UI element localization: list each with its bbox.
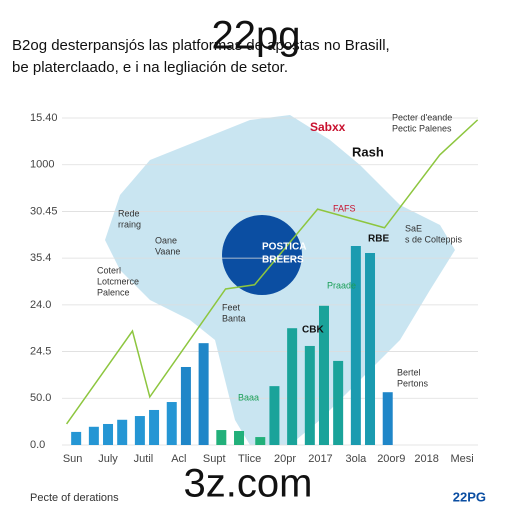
annotation: Palence — [97, 287, 130, 297]
bar — [269, 386, 280, 445]
x-tick-label: Acl — [171, 453, 186, 465]
x-tick-label: July — [98, 453, 118, 465]
annotation: CBK — [302, 325, 324, 336]
trend-line — [65, 119, 479, 425]
bar — [318, 305, 329, 445]
annotation: rraing — [118, 219, 141, 229]
bar — [304, 345, 315, 445]
annotation: Rede — [118, 208, 140, 218]
watermark: 22pg — [212, 14, 301, 58]
bar — [365, 253, 376, 445]
annotation: BREERS — [262, 255, 304, 266]
y-tick-label: 50.0 — [30, 392, 51, 404]
bar — [350, 245, 361, 445]
bar — [103, 423, 114, 445]
chart-title: B2og desterpansjós las platformas de apo… — [12, 37, 390, 54]
x-tick-label: 3ola — [345, 453, 367, 465]
x-tick-label: Supt — [203, 453, 226, 465]
annotation: RBE — [368, 234, 389, 245]
x-tick-label: 20or9 — [377, 453, 405, 465]
x-tick-label: 20pr — [274, 453, 296, 465]
map-badge — [222, 215, 302, 295]
annotation: SaE — [405, 223, 422, 233]
annotation: s de Colteppis — [405, 234, 463, 244]
footer: Pecte of derations — [30, 492, 119, 504]
x-tick-label: Jutil — [134, 453, 154, 465]
bar — [234, 430, 245, 445]
bar — [382, 392, 393, 445]
bar — [333, 360, 344, 445]
y-tick-label: 24.5 — [30, 345, 51, 357]
x-tick-label: 2017 — [308, 453, 332, 465]
annotation: Praade — [327, 280, 356, 290]
bar — [198, 343, 209, 445]
annotation: Oane — [155, 235, 177, 245]
annotation: Pecter d'eande — [392, 112, 452, 122]
bar — [216, 430, 227, 445]
y-tick-label: 24.0 — [30, 299, 51, 311]
watermark: 3z.com — [184, 462, 313, 506]
bar — [287, 328, 298, 445]
bar — [180, 366, 191, 445]
annotation: Banta — [222, 313, 246, 323]
bar — [149, 409, 160, 445]
x-tick-label: Tlice — [238, 453, 261, 465]
bar — [117, 419, 128, 445]
bar — [166, 402, 177, 445]
x-tick-label: 2018 — [414, 453, 438, 465]
bar — [134, 416, 145, 445]
bar — [255, 437, 266, 445]
annotation: Bertel — [397, 367, 421, 377]
x-tick-label: Sun — [63, 453, 83, 465]
x-tick-label: Mesi — [450, 453, 473, 465]
annotation: Vaane — [155, 246, 180, 256]
y-tick-label: 1000 — [30, 159, 54, 171]
annotation: Rash — [352, 144, 384, 159]
annotation: Coterl — [97, 265, 121, 275]
y-tick-label: 30.45 — [30, 205, 58, 217]
annotation: Feet — [222, 302, 241, 312]
y-tick-label: 35.4 — [30, 252, 51, 264]
bar — [71, 431, 82, 445]
chart-subtitle: be platerclaado, e i na legliación de se… — [12, 59, 288, 76]
annotation: Pectic Palenes — [392, 123, 452, 133]
bar — [88, 426, 99, 445]
brand: 22PG — [453, 489, 486, 504]
annotation: Sabxx — [310, 120, 346, 134]
annotation: Pertons — [397, 378, 429, 388]
annotation: FAFS — [333, 203, 356, 213]
y-tick-label: 15.40 — [30, 112, 58, 124]
annotation: POSTICA — [262, 242, 306, 253]
annotation: Baaa — [238, 392, 259, 402]
y-tick-label: 0.0 — [30, 439, 45, 451]
annotation: Lotcmerce — [97, 276, 139, 286]
